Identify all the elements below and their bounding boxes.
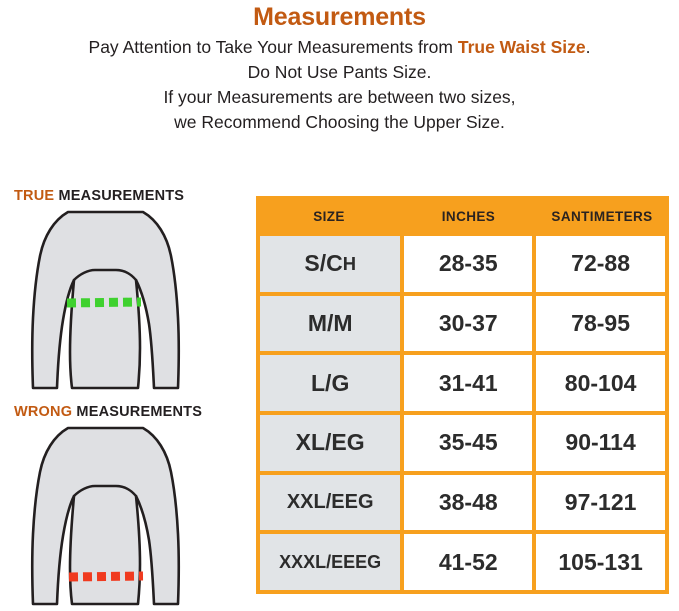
cell-size-main: S/C	[304, 250, 343, 277]
cell-size: M/M	[260, 295, 401, 352]
cell-inches: 38-48	[404, 474, 533, 531]
intro-line-4: we Recommend Choosing the Upper Size.	[174, 112, 505, 132]
intro-line-1-prefix: Pay Attention to Take Your Measurements …	[88, 37, 458, 57]
cell-size: XXL/EEG	[260, 474, 401, 531]
cell-inches: 28-35	[404, 236, 533, 292]
true-waist-dashed-line	[66, 297, 142, 308]
size-chart-table: SIZE INCHES SANTIMETERS S/C H 28-35 72-88…	[256, 196, 669, 594]
cell-size: XL/EG	[260, 415, 401, 471]
true-torso-illustration	[10, 210, 240, 395]
wrong-label-keyword: WRONG	[14, 404, 73, 420]
true-label-keyword: TRUE	[14, 188, 55, 204]
true-measurement-label: TRUE MEASUREMENTS	[14, 188, 250, 204]
cell-centimeters: 97-121	[536, 474, 665, 531]
cell-size-tail: H	[342, 252, 356, 274]
cell-centimeters: 90-114	[536, 415, 665, 471]
wrong-measurement-label: WRONG MEASUREMENTS	[14, 404, 250, 420]
cell-centimeters: 80-104	[536, 355, 665, 412]
table-row: XXL/EEG 38-48 97-121	[256, 474, 669, 535]
torso-silhouette-true	[30, 210, 181, 390]
wrong-label-rest: MEASUREMENTS	[72, 404, 203, 420]
intro-line-1-suffix: .	[585, 37, 591, 57]
cell-inches: 31-41	[404, 355, 533, 412]
intro-line-2: Do Not Use Pants Size.	[247, 62, 432, 82]
true-label-rest: MEASUREMENTS	[54, 188, 185, 204]
true-measurement-figure: TRUE MEASUREMENTS	[0, 188, 250, 395]
cell-inches: 41-52	[404, 534, 533, 591]
cell-inches: 35-45	[404, 415, 533, 471]
table-header-row: SIZE INCHES SANTIMETERS	[256, 196, 669, 236]
column-header-santimeters: SANTIMETERS	[551, 208, 653, 224]
cell-centimeters: 78-95	[536, 295, 665, 352]
wrong-torso-illustration	[10, 426, 240, 611]
cell-centimeters: 105-131	[536, 534, 665, 591]
header-block: Measurements Pay Attention to Take Your …	[0, 0, 679, 135]
wrong-measurement-figure: WRONG MEASUREMENTS	[0, 404, 250, 611]
cell-size: XXXL/EEEG	[260, 534, 401, 591]
intro-line-1: Pay Attention to Take Your Measurements …	[0, 35, 679, 60]
page-title: Measurements	[253, 3, 426, 31]
table-row: S/C H 28-35 72-88	[256, 236, 669, 296]
cell-inches: 30-37	[404, 295, 533, 352]
cell-size: S/C H	[260, 236, 401, 292]
intro-line-3: If your Measurements are between two siz…	[163, 87, 516, 107]
column-header-size: SIZE	[313, 208, 345, 224]
table-row: M/M 30-37 78-95	[256, 295, 669, 356]
wrong-hip-dashed-line	[68, 571, 144, 582]
cell-size: L/G	[260, 355, 401, 412]
table-row: L/G 31-41 80-104	[256, 355, 669, 415]
table-row: XXXL/EEEG 41-52 105-131	[256, 534, 669, 594]
cell-centimeters: 72-88	[536, 236, 665, 292]
intro-line-1-accent: True Waist Size	[457, 37, 586, 57]
table-row: XL/EG 35-45 90-114	[256, 415, 669, 475]
column-header-inches: INCHES	[441, 208, 496, 224]
